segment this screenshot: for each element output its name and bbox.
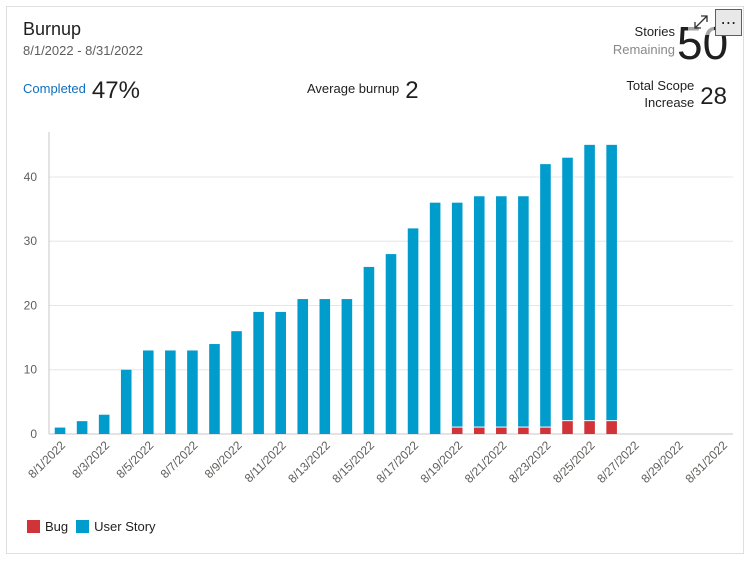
x-tick-8/31/2022: 8/31/2022 [682, 438, 730, 486]
average-burnup-value: 2 [405, 77, 419, 104]
bar-story-8/22/2022 [518, 196, 529, 427]
expand-icon [694, 15, 708, 29]
average-burnup-label: Average burnup [307, 81, 400, 96]
bar-story-8/25/2022 [584, 144, 595, 421]
bar-bug-8/19/2022 [451, 427, 463, 434]
x-tick-8/27/2022: 8/27/2022 [594, 438, 642, 486]
scope-increase-label: Total Scope Increase [626, 77, 694, 111]
x-tick-8/5/2022: 8/5/2022 [113, 438, 156, 481]
bar-story-8/10/2022 [253, 311, 264, 434]
more-icon: ⋯ [720, 14, 737, 32]
burnup-widget: Burnup 8/1/2022 - 8/31/2022 Stories Rema… [6, 6, 744, 554]
scope-label-line2: Increase [644, 95, 695, 110]
bar-bug-8/20/2022 [473, 427, 485, 434]
scope-increase-metric: Total Scope Increase 28 [626, 77, 727, 111]
x-tick-8/29/2022: 8/29/2022 [638, 438, 686, 486]
bar-bug-8/23/2022 [540, 427, 551, 434]
remaining-label: Stories Remaining [613, 23, 675, 59]
x-tick-8/15/2022: 8/15/2022 [329, 438, 377, 486]
x-tick-8/9/2022: 8/9/2022 [202, 438, 245, 481]
bar-story-8/16/2022 [385, 254, 397, 434]
bar-story-8/18/2022 [429, 202, 441, 434]
bar-story-8/3/2022 [98, 414, 110, 434]
y-tick-30: 30 [24, 234, 38, 248]
bar-bug-8/24/2022 [562, 421, 573, 434]
remaining-label-line1: Stories [634, 24, 675, 39]
completed-link[interactable]: Completed [23, 81, 86, 96]
y-tick-40: 40 [24, 170, 38, 184]
x-tick-8/7/2022: 8/7/2022 [158, 438, 201, 481]
bar-bug-8/26/2022 [606, 421, 617, 434]
x-tick-8/13/2022: 8/13/2022 [285, 438, 333, 486]
widget-title: Burnup [23, 19, 82, 39]
date-range: 8/1/2022 - 8/31/2022 [23, 43, 143, 58]
bar-story-8/12/2022 [297, 299, 309, 434]
x-tick-8/17/2022: 8/17/2022 [374, 438, 422, 486]
bar-bug-8/21/2022 [496, 427, 507, 434]
bar-story-8/26/2022 [606, 144, 617, 421]
bar-story-8/1/2022 [54, 427, 66, 434]
expand-button[interactable] [688, 9, 714, 35]
x-tick-8/19/2022: 8/19/2022 [418, 438, 466, 486]
x-tick-8/23/2022: 8/23/2022 [506, 438, 554, 486]
legend-bug-swatch [27, 520, 40, 533]
y-tick-20: 20 [24, 298, 38, 312]
bar-story-8/17/2022 [407, 228, 419, 434]
bar-story-8/13/2022 [319, 299, 331, 434]
bar-story-8/5/2022 [142, 350, 154, 434]
bar-story-8/2/2022 [76, 421, 88, 434]
y-tick-0: 0 [30, 427, 37, 441]
legend-user-story-swatch [76, 520, 90, 533]
chart-legend: Bug User Story [27, 519, 164, 534]
burnup-chart: 0 10 20 30 40 8/1/2022 8/3/2022 8/5/2022 8/7/202… [24, 132, 733, 486]
bar-story-8/20/2022 [473, 196, 485, 427]
bar-story-8/6/2022 [165, 350, 176, 434]
bar-story-8/7/2022 [187, 350, 198, 434]
legend-bug-label: Bug [45, 519, 69, 534]
remaining-label-line2: Remaining [612, 42, 675, 57]
legend-user-story[interactable]: User Story [76, 519, 156, 534]
bar-story-8/8/2022 [209, 344, 220, 434]
scope-label-line1: Total Scope [626, 78, 695, 93]
bar-story-8/23/2022 [540, 164, 551, 427]
completed-value: 47% [91, 77, 140, 104]
bar-story-8/19/2022 [451, 202, 463, 427]
bar-story-8/24/2022 [562, 157, 573, 421]
x-tick-8/21/2022: 8/21/2022 [462, 438, 510, 486]
bar-bug-8/25/2022 [584, 421, 595, 434]
more-options-button[interactable]: ⋯ [715, 9, 742, 36]
x-tick-8/11/2022: 8/11/2022 [242, 438, 289, 485]
scope-increase-value: 28 [700, 83, 727, 110]
x-tick-8/3/2022: 8/3/2022 [69, 438, 112, 481]
x-tick-8/25/2022: 8/25/2022 [550, 438, 598, 486]
completed-metric: Completed 47% [23, 77, 140, 105]
bar-story-8/9/2022 [231, 331, 242, 434]
average-burnup-metric: Average burnup 2 [307, 77, 419, 105]
legend-bug[interactable]: Bug [27, 519, 68, 534]
y-tick-10: 10 [24, 363, 38, 377]
bar-bug-8/22/2022 [518, 427, 529, 434]
bar-story-8/4/2022 [120, 369, 132, 434]
bar-story-8/11/2022 [275, 311, 286, 434]
bar-story-8/15/2022 [363, 266, 375, 434]
legend-user-story-label: User Story [94, 519, 156, 534]
bar-story-8/14/2022 [341, 299, 353, 434]
bar-story-8/21/2022 [496, 196, 507, 427]
x-tick-8/1/2022: 8/1/2022 [25, 438, 68, 481]
